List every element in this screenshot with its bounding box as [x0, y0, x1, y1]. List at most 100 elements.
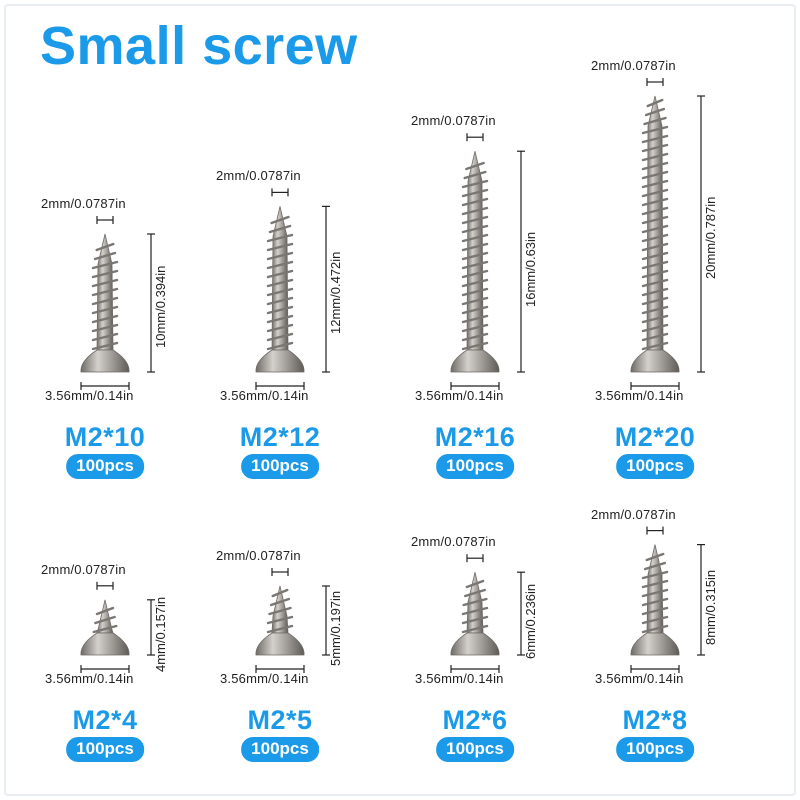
tip-diameter-label: 2mm/0.0787in: [411, 113, 496, 129]
thread-line: [461, 179, 489, 189]
thread-line: [463, 170, 487, 180]
thread-line: [91, 305, 119, 315]
thread-line: [641, 215, 669, 225]
thread-line: [645, 552, 665, 562]
head-diameter-label: 3.56mm/0.14in: [595, 388, 684, 403]
thread-line: [461, 606, 489, 616]
thread-line: [461, 624, 489, 634]
thread-line: [641, 305, 669, 315]
thread-line: [641, 224, 669, 234]
tip-diameter-label: 2mm/0.0787in: [411, 534, 496, 550]
model-label: M2*4: [72, 705, 138, 735]
head-diameter-label: 3.56mm/0.14in: [595, 671, 684, 686]
screw-icon: [255, 188, 330, 390]
thread-line: [641, 161, 669, 171]
screw-icon: [450, 554, 525, 673]
screw-icon: [80, 581, 155, 673]
thread-line: [91, 296, 119, 306]
screw-item-m2x20: 2mm/0.0787in 3.56mm/0.14in 20mm/0.787in M2*…: [545, 0, 735, 479]
thread-line: [643, 561, 667, 571]
thread-line: [641, 170, 669, 180]
thread-line: [461, 278, 489, 288]
screw-item-m2x8: 2mm/0.0787in 3.56mm/0.14in 8mm/0.315in M2*8…: [545, 0, 735, 762]
thread-line: [266, 323, 294, 333]
tip-diameter-label: 2mm/0.0787in: [41, 196, 126, 211]
screw-icon: [630, 78, 705, 390]
thread-line: [641, 269, 669, 279]
model-label: M2*20: [614, 422, 696, 452]
tip-diameter-label: 2mm/0.0787in: [591, 58, 676, 73]
thread-line: [266, 269, 294, 279]
thread-line: [641, 570, 669, 580]
thread-line: [268, 224, 292, 234]
thread-line: [266, 615, 294, 625]
thread-line: [641, 287, 669, 297]
thread-line: [641, 260, 669, 270]
thread-line: [266, 260, 294, 270]
screw-head: [80, 632, 130, 656]
thread-line: [461, 206, 489, 216]
thread-line: [266, 287, 294, 297]
tip-diameter-label: 2mm/0.0787in: [216, 548, 301, 563]
screw-item-m2x6: 2mm/0.0787in 3.56mm/0.14in 6mm/0.236in M2*6…: [365, 0, 555, 762]
thread-line: [641, 134, 669, 144]
thread-line: [266, 624, 294, 634]
thread-line: [91, 314, 119, 324]
thread-line: [266, 242, 294, 252]
thread-line: [91, 278, 119, 288]
thread-line: [641, 588, 669, 598]
thread-line: [641, 206, 669, 216]
screw-icon: [255, 568, 330, 673]
model-label: M2*5: [247, 705, 313, 735]
thread-line: [461, 197, 489, 207]
thread-line: [641, 341, 669, 351]
thread-line: [266, 314, 294, 324]
tip-diameter-label: 2mm/0.0787in: [591, 506, 676, 522]
model-label: M2*12: [239, 422, 321, 452]
thread-line: [461, 269, 489, 279]
thread-line: [461, 287, 489, 297]
thread-line: [643, 116, 667, 126]
thread-line: [461, 215, 489, 225]
screw-head: [80, 349, 130, 373]
thread-line: [461, 188, 489, 198]
screw-head: [450, 632, 500, 656]
quantity-badge: 100pcs: [616, 454, 694, 479]
screw-head: [255, 632, 305, 656]
screw-item-m2x10: 2mm/0.0787in 3.56mm/0.14in 10mm/0.394in M2*…: [0, 0, 185, 479]
thread-line: [465, 161, 485, 171]
screw-item-m2x4: 2mm/0.0787in 3.56mm/0.14in 4mm/0.157in M2*4…: [0, 0, 185, 762]
thread-line: [93, 251, 117, 261]
thread-line: [641, 606, 669, 616]
tip-diameter-label: 2mm/0.0787in: [216, 168, 301, 184]
model-label: M2*10: [64, 422, 146, 452]
head-diameter-label: 3.56mm/0.14in: [45, 671, 134, 686]
thread-line: [91, 332, 119, 342]
thread-line: [461, 251, 489, 261]
screw-item-m2x5: 2mm/0.0787in 3.56mm/0.14in 5mm/0.197in M2*5…: [170, 0, 360, 762]
tip-diameter-label: 2mm/0.0787in: [41, 561, 126, 577]
screw-item-m2x16: 2mm/0.0787in 3.56mm/0.14in 16mm/0.63in M2*1…: [365, 0, 555, 479]
screw-icon: [80, 216, 155, 390]
head-diameter-label: 3.56mm/0.14in: [220, 388, 309, 403]
screw-head: [630, 349, 680, 373]
head-diameter-label: 3.56mm/0.14in: [415, 671, 504, 686]
thread-line: [641, 332, 669, 342]
thread-line: [95, 606, 115, 616]
thread-line: [641, 188, 669, 198]
thread-line: [461, 233, 489, 243]
thread-line: [641, 152, 669, 162]
thread-line: [641, 251, 669, 261]
thread-line: [266, 296, 294, 306]
thread-line: [461, 260, 489, 270]
thread-line: [646, 98, 664, 108]
length-label: 5mm/0.197in: [328, 590, 343, 666]
page-title: Small screw: [40, 16, 358, 76]
thread-line: [92, 624, 118, 634]
thread-line: [266, 332, 294, 342]
thread-line: [91, 287, 119, 297]
thread-line: [461, 242, 489, 252]
thread-line: [461, 341, 489, 351]
thread-line: [91, 260, 119, 270]
quantity-badge: 100pcs: [616, 737, 694, 762]
